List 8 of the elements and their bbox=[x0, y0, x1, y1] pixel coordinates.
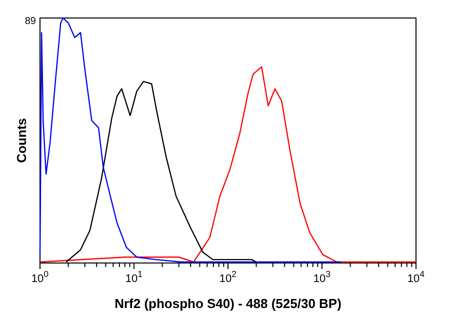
y-axis-title: Counts bbox=[14, 118, 29, 163]
x-tick-label: 10$^{3}$ bbox=[313, 269, 331, 285]
x-tick-label: 10$^{1}$ bbox=[125, 269, 143, 285]
x-tick-label: 10$^{4}$ bbox=[407, 269, 425, 285]
x-axis-title: Nrf2 (phospho S40) - 488 (525/30 BP) bbox=[114, 296, 342, 311]
x-tick-label: 10$^{2}$ bbox=[219, 269, 237, 285]
text: 89 bbox=[24, 16, 36, 27]
x-tick-label: 10$^{0}$ bbox=[31, 269, 49, 285]
